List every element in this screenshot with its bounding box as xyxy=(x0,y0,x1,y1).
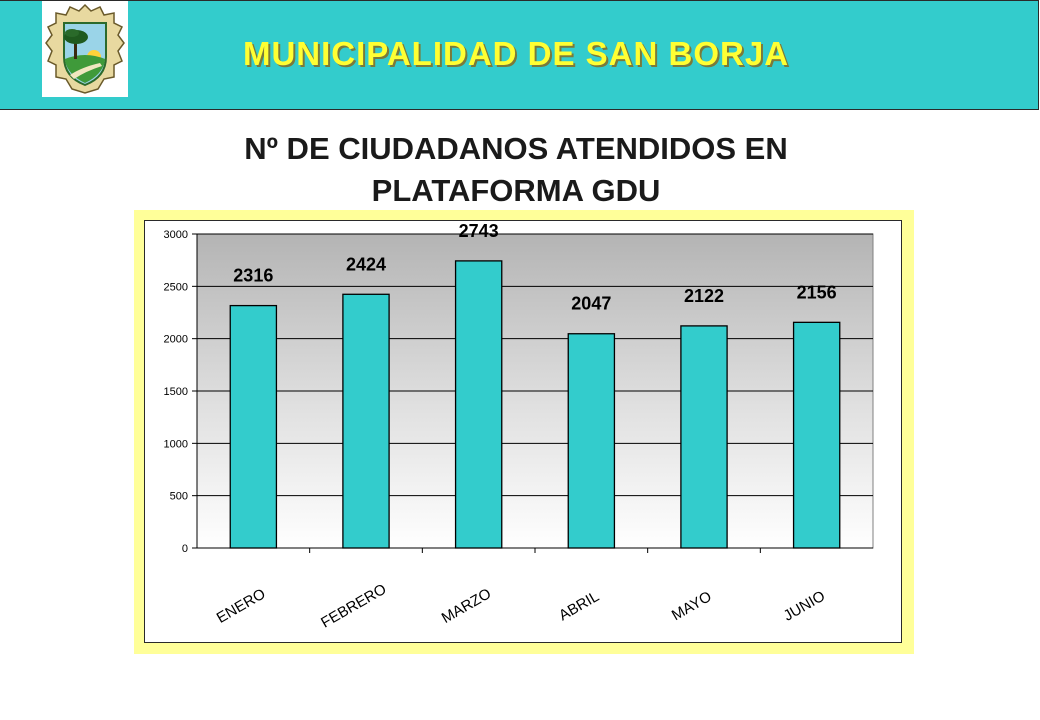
bar-febrero xyxy=(342,293,390,549)
x-tick-label: MARZO xyxy=(439,585,494,627)
bar-abril xyxy=(567,333,616,549)
data-label: 2743 xyxy=(459,221,499,241)
chart-area: 0 500 1000 1500 2000 2500 3000 2316 ENERO 2424 FEB… xyxy=(144,220,902,643)
header-banner: MUNICIPALIDAD DE SAN BORJA xyxy=(0,0,1039,110)
bar-marzo xyxy=(454,260,503,549)
page-title: Nº DE CIUDADANOS ATENDIDOS EN PLATAFORMA… xyxy=(0,128,1032,212)
page-title-line1: Nº DE CIUDADANOS ATENDIDOS EN xyxy=(244,131,788,166)
page-title-line2: PLATAFORMA GDU xyxy=(371,173,661,208)
data-label: 2316 xyxy=(233,266,273,286)
y-tick-label: 1500 xyxy=(164,386,188,398)
data-label: 2047 xyxy=(571,294,611,314)
y-tick-label: 2500 xyxy=(164,281,188,293)
x-tick-label: ENERO xyxy=(214,585,269,626)
bar-chart: 0 500 1000 1500 2000 2500 3000 2316 ENERO 2424 FEB… xyxy=(164,221,874,632)
header-title: MUNICIPALIDAD DE SAN BORJA xyxy=(242,35,790,72)
data-label: 2122 xyxy=(684,286,724,306)
x-tick-label: MAYO xyxy=(669,588,715,624)
x-tick-label: JUNIO xyxy=(781,587,828,624)
bar-mayo xyxy=(680,325,728,549)
municipal-crest-icon xyxy=(42,1,128,97)
bar-junio xyxy=(792,321,841,549)
y-tick-label: 500 xyxy=(170,491,188,503)
data-label: 2424 xyxy=(346,254,386,274)
y-tick-label: 2000 xyxy=(164,334,188,346)
y-tick-label: 3000 xyxy=(164,229,188,241)
x-tick-label: FEBRERO xyxy=(318,581,389,632)
bar-enero xyxy=(229,304,278,549)
y-tick-label: 0 xyxy=(182,543,188,555)
data-label: 2156 xyxy=(797,282,837,302)
y-tick-label: 1000 xyxy=(164,438,188,450)
x-tick-label: ABRIL xyxy=(556,588,602,624)
